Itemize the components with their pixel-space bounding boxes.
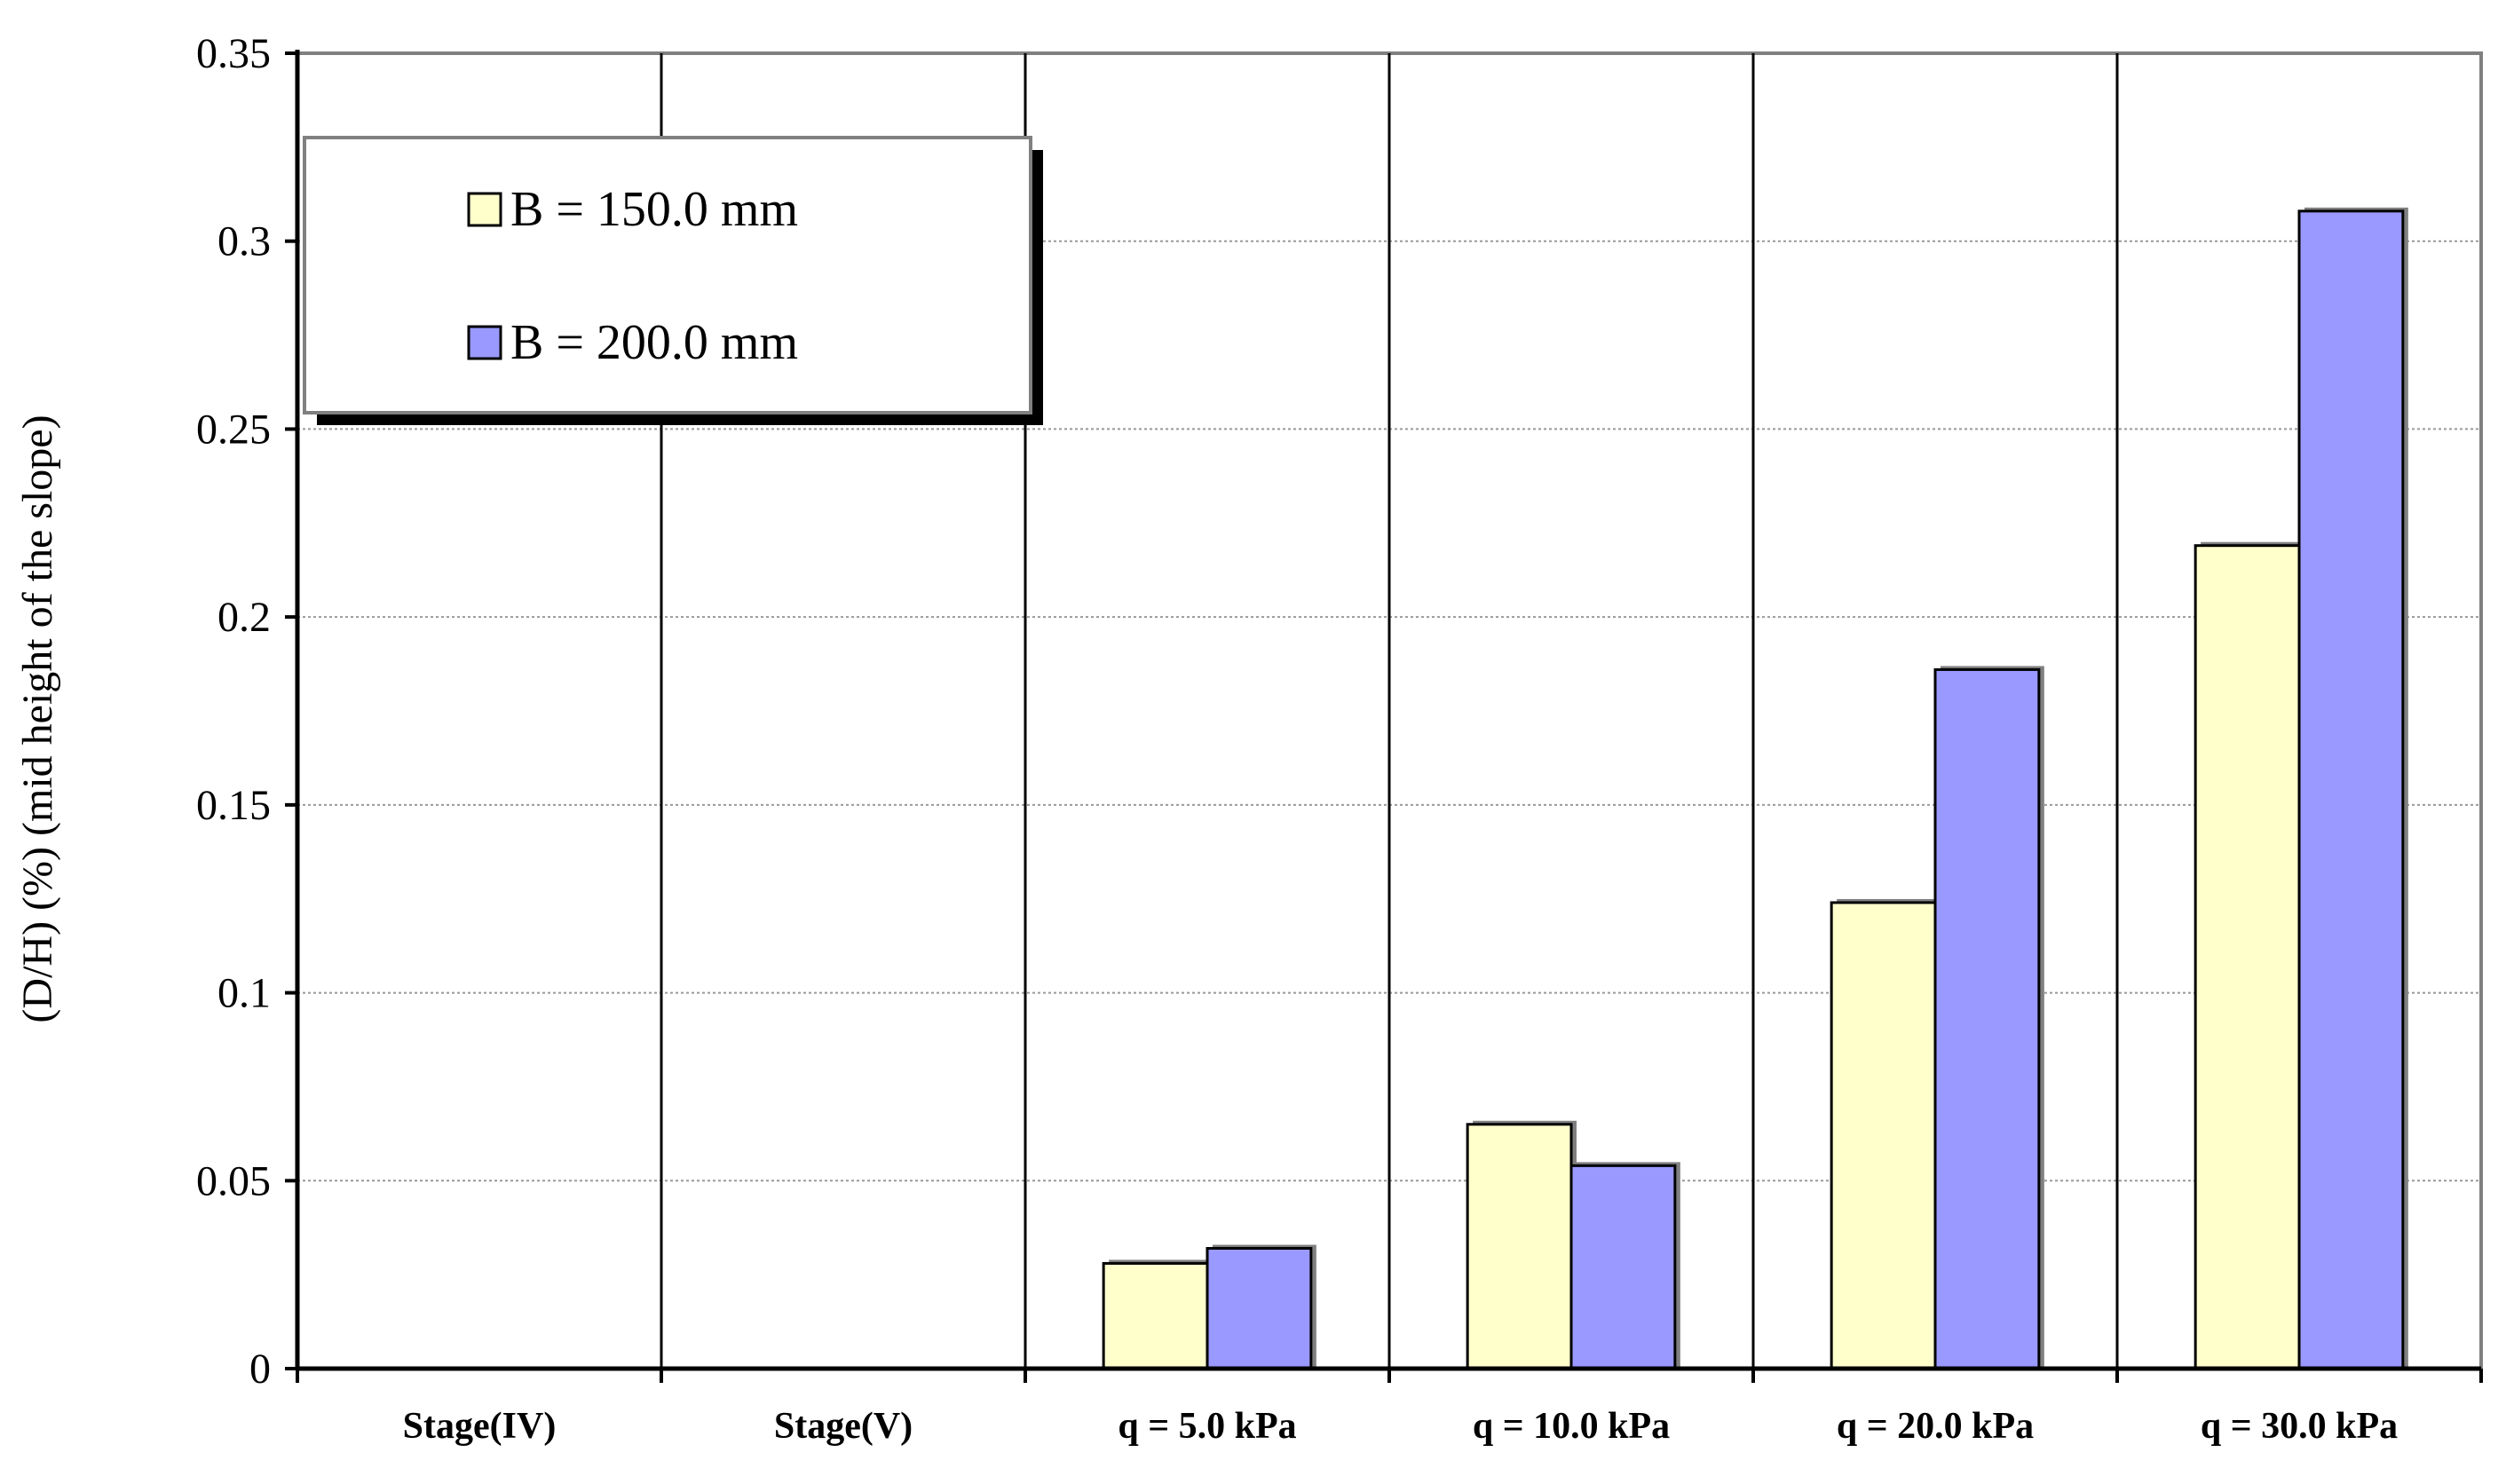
- y-tick-label: 0.3: [217, 218, 271, 265]
- y-tick-label: 0.1: [217, 970, 271, 1017]
- legend-label: B = 150.0 mm: [510, 182, 798, 237]
- x-category-label: q = 20.0 kPa: [1837, 1406, 2034, 1447]
- bar: [1206, 1247, 1313, 1370]
- bar: [1102, 1261, 1209, 1370]
- y-tick-label: 0.35: [196, 30, 271, 77]
- y-tick-label: 0: [249, 1346, 271, 1393]
- y-tick-label: 0.2: [217, 594, 271, 641]
- y-tick-label: 0.25: [196, 406, 271, 453]
- bar: [1569, 1164, 1677, 1370]
- legend-swatch: [467, 192, 502, 227]
- bar: [2194, 544, 2301, 1370]
- bar: [1830, 901, 1937, 1370]
- x-category-label: q = 10.0 kPa: [1473, 1406, 1670, 1447]
- x-category-label: q = 30.0 kPa: [2201, 1406, 2398, 1447]
- y-tick-label: 0.15: [196, 782, 271, 829]
- bars: [1102, 207, 2408, 1370]
- axes: [285, 50, 2483, 1383]
- y-tick-labels: 0 0.05 0.1 0.15 0.2 0.25 0.3 0.35: [196, 30, 271, 1393]
- legend-box: [303, 136, 1032, 414]
- bar: [1466, 1123, 1573, 1370]
- legend-label: B = 200.0 mm: [510, 315, 798, 370]
- x-category-label: q = 5.0 kPa: [1118, 1406, 1296, 1447]
- legend: B = 150.0 mm B = 200.0 mm: [303, 136, 1043, 425]
- x-category-labels: Stage(IV) Stage(V) q = 5.0 kPa q = 10.0 kPa…: [403, 1406, 2398, 1447]
- y-tick-label: 0.05: [196, 1157, 271, 1204]
- y-axis-title: (D/H) (%) (mid height of the slope): [14, 414, 61, 1022]
- bar: [1933, 667, 2041, 1370]
- bar: [2297, 209, 2405, 1370]
- x-category-label: Stage(V): [774, 1406, 913, 1447]
- x-category-label: Stage(IV): [403, 1406, 557, 1447]
- legend-swatch: [467, 325, 502, 360]
